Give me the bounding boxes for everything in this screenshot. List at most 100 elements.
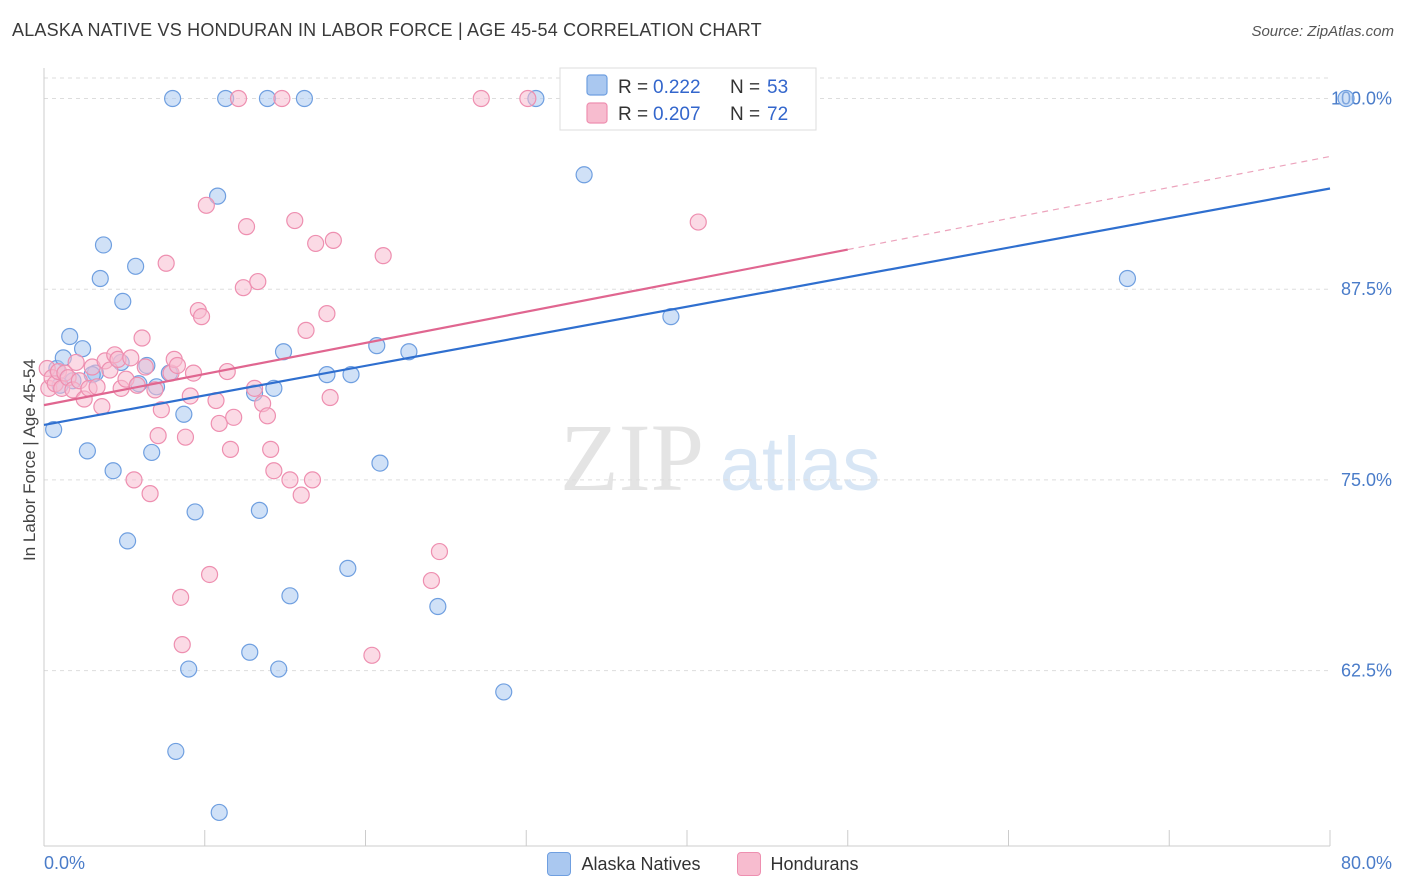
hondurans-point — [136, 358, 154, 376]
hondurans-point — [146, 381, 164, 399]
alaska-natives-point — [180, 660, 198, 678]
legend-item-alaska-natives: Alaska Natives — [547, 852, 701, 876]
hondurans-point — [430, 542, 449, 561]
hondurans-point — [472, 89, 490, 108]
legend-n-label-0: N = — [730, 77, 760, 98]
legend-label-alaska-natives: Alaska Natives — [581, 853, 701, 874]
x-tick-label-0: 0.0% — [44, 853, 85, 873]
hondurans-point — [237, 218, 256, 236]
y-tick-label: 87.5% — [1341, 279, 1392, 299]
alaska-natives-point — [94, 236, 113, 254]
alaska-natives-point — [575, 166, 593, 184]
legend-item-hondurans: Hondurans — [736, 852, 859, 876]
hondurans-point — [234, 279, 252, 297]
watermark: ZIP atlas — [560, 404, 880, 511]
alaska-natives-point — [78, 442, 97, 460]
legend-r-label-0: R = — [618, 77, 648, 98]
alaska-natives-point — [495, 683, 513, 701]
hondurans-point — [125, 471, 143, 489]
hondurans-point — [200, 565, 219, 584]
hondurans-point — [157, 254, 175, 272]
trend-line-hondurans — [43, 248, 848, 407]
hondurans-point — [133, 329, 151, 347]
alaska-natives-point — [167, 742, 185, 761]
chart-title: ALASKA NATIVE VS HONDURAN IN LABOR FORCE… — [12, 20, 762, 40]
hondurans-point — [258, 407, 277, 425]
trend-line-hondurans-extension — [847, 155, 1331, 251]
hondurans-point — [149, 427, 167, 445]
hondurans-point — [519, 89, 537, 108]
hondurans-point — [197, 196, 215, 214]
alaska-natives-point — [127, 257, 145, 275]
x-tick-label-1: 80.0% — [1341, 853, 1392, 873]
alaska-natives-point — [118, 532, 137, 550]
hondurans-point — [286, 211, 304, 230]
hondurans-point — [318, 305, 336, 323]
y-tick-labels: 62.5%75.0%87.5%100.0% — [1331, 89, 1392, 681]
legend-swatch-blue — [586, 74, 608, 96]
legend-swatch-alaska-natives — [547, 852, 572, 876]
hondurans-point — [141, 485, 159, 503]
alaska-natives-point — [209, 187, 227, 205]
alaska-natives-point — [400, 343, 418, 361]
alaska-natives-point — [114, 292, 132, 310]
alaska-natives-point — [1118, 269, 1137, 288]
legend-label-hondurans: Hondurans — [770, 853, 859, 874]
y-tick-label: 62.5% — [1341, 661, 1392, 681]
alaska-natives-point — [270, 660, 288, 678]
hondurans-point — [229, 89, 248, 108]
grid — [44, 77, 1330, 672]
alaska-natives-point — [73, 340, 92, 358]
alaska-natives-point — [250, 501, 269, 519]
hondurans-point — [292, 486, 310, 504]
hondurans-point — [297, 321, 315, 339]
source-label: Source: ZipAtlas.com — [1251, 23, 1394, 40]
legend-r-value-0: 0.222 — [653, 77, 701, 98]
alaska-natives-point — [339, 559, 357, 577]
legend-n-value-0: 53 — [767, 77, 788, 98]
alaska-natives-point — [295, 89, 314, 108]
legend-r-label-1: R = — [618, 104, 648, 125]
alaska-natives-point — [342, 366, 360, 384]
hondurans-point — [122, 349, 140, 367]
hondurans-point — [363, 646, 381, 664]
alaska-natives-point — [164, 89, 182, 108]
hondurans-point — [225, 408, 243, 426]
alaska-natives-point — [258, 89, 277, 108]
alaska-natives-point — [371, 454, 389, 472]
hondurans-point — [152, 401, 170, 419]
hondurans-point — [324, 231, 342, 249]
hondurans-point — [173, 636, 191, 654]
hondurans-point — [168, 356, 187, 375]
trend-lines — [43, 155, 1331, 427]
alaska-natives-point — [45, 420, 63, 439]
correlation-legend: R = 0.222 N = 53 R = 0.207 N = 72 — [559, 67, 817, 131]
hondurans-point — [374, 247, 392, 265]
hondurans-point — [265, 462, 283, 480]
legend-swatch-hondurans — [736, 852, 761, 876]
legend-n-label-1: N = — [730, 104, 760, 125]
hondurans-point — [281, 471, 299, 489]
hondurans-point — [88, 378, 106, 396]
hondurans-point — [273, 89, 291, 108]
y-tick-label: 75.0% — [1341, 470, 1392, 490]
alaska-natives-point — [104, 462, 122, 480]
hondurans-point — [307, 234, 325, 253]
alaska-natives-point — [241, 643, 259, 661]
hondurans-point — [689, 213, 707, 231]
hondurans-point — [176, 428, 195, 446]
watermark-atlas: atlas — [720, 422, 881, 507]
hondurans-point — [303, 471, 322, 489]
series-hondurans — [38, 89, 707, 664]
axes — [43, 68, 1331, 847]
legend-n-value-1: 72 — [767, 104, 788, 125]
hondurans-point — [262, 440, 280, 458]
alaska-natives-point — [1337, 89, 1355, 108]
legend-swatch-pink — [586, 102, 608, 124]
alaska-natives-point — [175, 405, 193, 423]
hondurans-point — [192, 308, 211, 326]
trend-line-alaska-natives — [43, 187, 1331, 427]
hondurans-point — [210, 414, 228, 433]
alaska-natives-point — [91, 269, 109, 288]
alaska-natives-point — [143, 443, 161, 462]
